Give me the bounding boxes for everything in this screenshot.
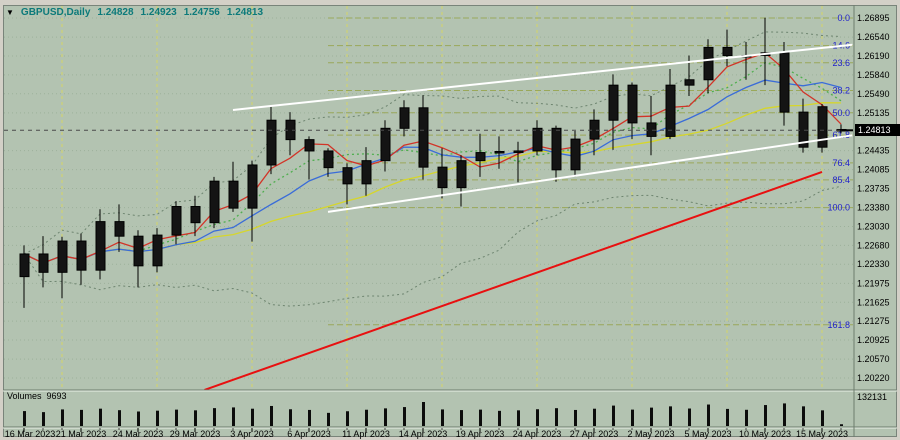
svg-text:19 Apr 2023: 19 Apr 2023 <box>456 429 505 439</box>
svg-text:16 Mar 2023: 16 Mar 2023 <box>5 429 56 439</box>
high-value: 1.24923 <box>140 7 177 18</box>
svg-text:1.21275: 1.21275 <box>857 316 890 326</box>
svg-text:1.26540: 1.26540 <box>857 32 890 42</box>
svg-text:27 Apr 2023: 27 Apr 2023 <box>570 429 619 439</box>
svg-text:1.20925: 1.20925 <box>857 335 890 345</box>
svg-text:1.22330: 1.22330 <box>857 259 890 269</box>
svg-text:1.26895: 1.26895 <box>857 13 890 23</box>
svg-text:61.8: 61.8 <box>832 130 850 140</box>
svg-text:11 Apr 2023: 11 Apr 2023 <box>342 429 390 439</box>
svg-text:6 Apr 2023: 6 Apr 2023 <box>287 429 331 439</box>
svg-text:1.23735: 1.23735 <box>857 183 890 193</box>
volumes-current-value: 9693 <box>46 391 67 401</box>
svg-text:1.20570: 1.20570 <box>857 354 890 364</box>
volume-scale-max: 132131 <box>857 392 888 402</box>
symbol-period-label: GBPUSD,Daily <box>20 7 91 18</box>
svg-text:1.24085: 1.24085 <box>857 165 890 175</box>
svg-text:14 Apr 2023: 14 Apr 2023 <box>399 429 448 439</box>
svg-text:29 Mar 2023: 29 Mar 2023 <box>170 429 221 439</box>
svg-text:3 Apr 2023: 3 Apr 2023 <box>230 429 274 439</box>
svg-text:100.0: 100.0 <box>827 203 850 213</box>
svg-text:1.25490: 1.25490 <box>857 89 890 99</box>
svg-text:50.0: 50.0 <box>832 108 850 118</box>
svg-text:38.2: 38.2 <box>832 85 850 95</box>
low-value: 1.24756 <box>183 7 220 18</box>
svg-text:21 Mar 2023: 21 Mar 2023 <box>56 429 107 439</box>
svg-text:1.25135: 1.25135 <box>857 108 890 118</box>
svg-text:24 Apr 2023: 24 Apr 2023 <box>513 429 562 439</box>
svg-text:1.23030: 1.23030 <box>857 221 890 231</box>
svg-text:1.23380: 1.23380 <box>857 203 890 213</box>
svg-text:15 May 2023: 15 May 2023 <box>796 429 848 439</box>
svg-text:161.8: 161.8 <box>827 320 850 330</box>
chart-title: ▼ GBPUSD,Daily 1.24828 1.24923 1.24756 1… <box>6 7 263 18</box>
svg-text:85.4: 85.4 <box>832 175 850 185</box>
volumes-name: Volumes <box>7 391 42 401</box>
open-value: 1.24828 <box>97 7 134 18</box>
svg-text:23.6: 23.6 <box>832 58 850 68</box>
close-value: 1.24813 <box>226 7 264 18</box>
svg-text:10 May 2023: 10 May 2023 <box>739 429 791 439</box>
svg-text:0.0: 0.0 <box>837 13 850 23</box>
svg-text:1.21625: 1.21625 <box>857 297 890 307</box>
svg-text:2 May 2023: 2 May 2023 <box>627 429 674 439</box>
svg-text:1.25840: 1.25840 <box>857 70 890 80</box>
svg-text:1.24435: 1.24435 <box>857 146 890 156</box>
svg-text:1.21975: 1.21975 <box>857 278 890 288</box>
svg-text:24 Mar 2023: 24 Mar 2023 <box>113 429 164 439</box>
svg-text:1.20220: 1.20220 <box>857 373 890 383</box>
volumes-indicator-label: Volumes 9693 <box>7 391 67 401</box>
svg-text:76.4: 76.4 <box>832 158 850 168</box>
expand-arrow-icon[interactable]: ▼ <box>6 8 14 17</box>
current-price-tag: 1.24813 <box>855 124 900 136</box>
svg-text:1.22680: 1.22680 <box>857 240 890 250</box>
svg-text:5 May 2023: 5 May 2023 <box>684 429 731 439</box>
svg-text:1.26190: 1.26190 <box>857 51 890 61</box>
